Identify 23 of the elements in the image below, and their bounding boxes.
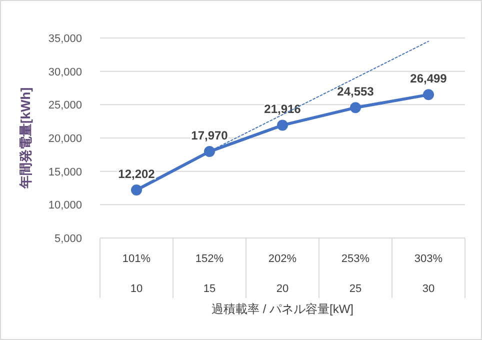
- y-tick-label: 5,000: [54, 233, 82, 245]
- point: [350, 102, 361, 114]
- data-label: 12,202: [118, 166, 156, 181]
- data-label: 17,970: [191, 128, 228, 143]
- category-label: 303% 30: [414, 253, 443, 295]
- category-label: 202% 20: [268, 253, 297, 295]
- point: [204, 146, 215, 158]
- x-axis-title: 過積載率 / パネル容量[kW]: [212, 302, 354, 316]
- y-tick-label: 25,000: [48, 100, 82, 112]
- point: [423, 89, 434, 100]
- point: [131, 184, 142, 196]
- category-label: 152% 15: [195, 253, 224, 295]
- category-label: 101% 10: [122, 253, 151, 295]
- point: [277, 120, 288, 131]
- y-tick-label: 10,000: [48, 200, 82, 212]
- y-tick-label: 20,000: [48, 133, 82, 145]
- data-label: 24,553: [337, 84, 374, 99]
- data-label: 26,499: [410, 72, 448, 86]
- y-axis-title: 年間発電量[kWh]: [18, 87, 33, 190]
- y-tick-label: 15,000: [48, 166, 82, 178]
- category-label: 253% 25: [341, 253, 370, 295]
- y-tick-label: 30,000: [48, 66, 82, 78]
- y-tick-label: 35,000: [48, 33, 82, 45]
